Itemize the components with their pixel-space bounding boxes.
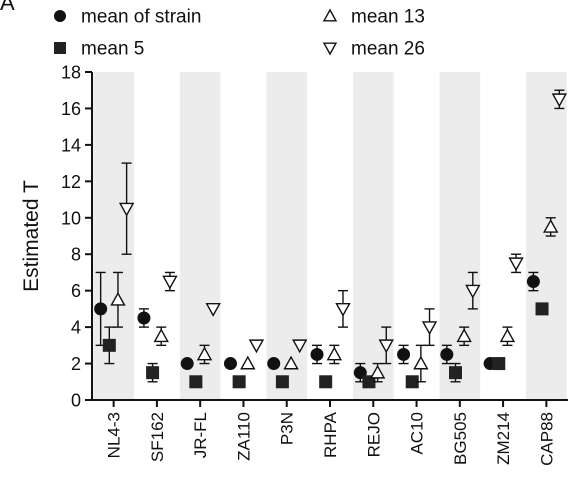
y-tick-label: 6 [71,281,81,301]
point-square-RHPA [319,375,333,389]
point-circle-BG505 [440,347,454,361]
x-tick-label: NL4-3 [105,412,124,458]
point-circle-SF162 [137,311,151,325]
legend-label: mean 5 [81,39,144,60]
point-circle-NL4-3 [94,302,108,316]
point-triangle-up-SF162 [153,328,169,343]
point-square-ZM214 [492,357,506,371]
x-tick-label: JR-FL [191,412,210,458]
point-triangle-down-JR-FL [205,302,221,317]
legend-marker-square [54,42,66,54]
point-triangle-down-AC10 [421,321,438,336]
y-tick-label: 14 [61,135,81,155]
point-circle-RHPA [310,347,324,361]
band-JR-FL [179,72,221,400]
point-triangle-up-JR-FL [196,346,213,361]
axes: 0 2 4 6 8 10 12 14 16 18 NL4-3 SF162 JR-FL ZA110 P3N RH… [61,63,568,466]
y-tick-label: 8 [71,245,81,265]
y-tick-label: 12 [61,172,81,192]
point-square-CAP88 [535,302,549,316]
y-tick-label: 10 [61,208,81,228]
legend: mean of strain mean 13 mean 5 mean 26 [54,7,425,60]
x-tick-label: P3N [278,412,297,445]
x-tick-label: ZA110 [234,412,253,461]
data-marks [94,89,568,389]
legend-marker-triangle-up [322,8,338,22]
y-tick-label: 16 [61,99,81,119]
panel-label: A [0,0,15,15]
x-tick-label: ZM214 [494,412,513,465]
point-square-AC10 [405,375,419,389]
legend-marker-circle [54,10,66,22]
legend-label: mean 13 [351,7,425,28]
point-triangle-down-NL4-3 [118,202,135,217]
point-square-SF162 [146,366,160,380]
point-circle-ZA110 [223,357,237,371]
legend-label: mean of strain [81,7,201,28]
point-circle-AC10 [397,347,411,361]
point-triangle-down-RHPA [335,302,351,317]
point-triangle-up-NL4-3 [110,291,126,306]
x-tick-label: SF162 [148,412,167,462]
point-triangle-down-P3N [292,339,308,354]
point-square-BG505 [448,366,462,380]
point-triangle-up-BG505 [456,328,472,343]
point-triangle-up-ZA110 [240,355,256,370]
x-tick-label: REJO [364,412,383,457]
point-triangle-down-ZA110 [248,339,265,354]
point-triangle-up-CAP88 [543,218,559,233]
point-triangle-up-P3N [283,355,299,370]
point-circle-JR-FL [180,357,194,371]
point-triangle-down-REJO [378,339,394,354]
point-square-ZA110 [232,375,246,389]
y-tick-label: 2 [71,354,81,374]
x-tick-label: CAP88 [537,412,556,466]
legend-marker-triangle-down [322,42,338,56]
point-square-JR-FL [189,375,203,389]
point-triangle-down-SF162 [162,275,178,290]
point-triangle-up-ZM214 [499,328,516,343]
background-bands [93,72,567,400]
legend-label: mean 26 [351,39,425,60]
point-triangle-down-ZM214 [508,257,524,272]
point-circle-CAP88 [526,275,540,289]
point-triangle-down-BG505 [465,284,481,299]
y-tick-label: 18 [61,63,81,83]
point-triangle-up-AC10 [413,355,429,370]
point-triangle-up-RHPA [326,346,343,361]
y-axis-label: Estimated T [20,180,43,292]
point-square-NL4-3 [102,338,116,352]
y-tick-label: 4 [71,318,81,338]
point-triangle-down-CAP88 [551,93,568,108]
x-tick-label: BG505 [451,412,470,465]
y-tick-label: 0 [71,391,81,411]
x-tick-label: RHPA [321,411,340,458]
x-tick-label: AC10 [408,412,427,455]
point-circle-P3N [267,357,281,371]
point-square-P3N [275,375,289,389]
point-triangle-up-REJO [369,364,386,379]
